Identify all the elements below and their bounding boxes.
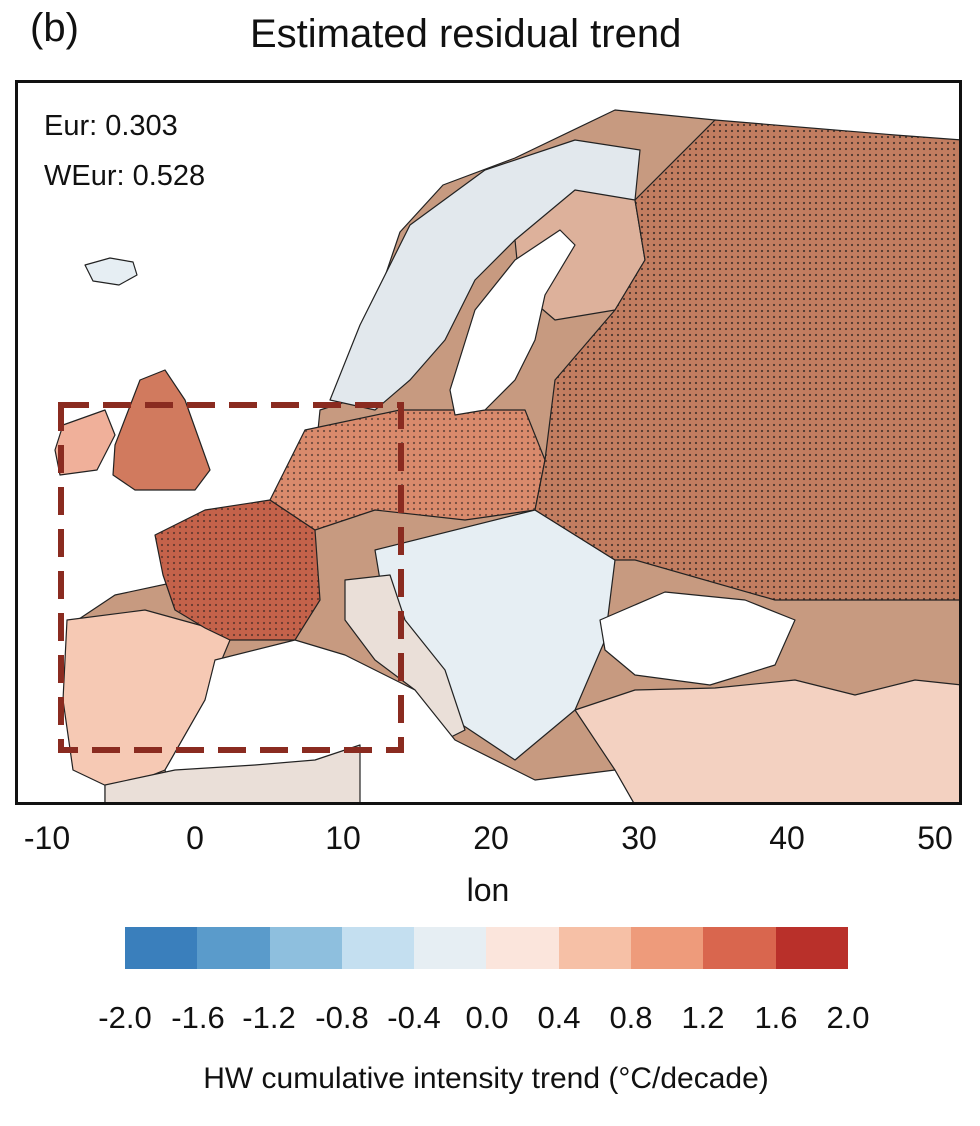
colorbar-tick: -1.6	[171, 1000, 225, 1035]
panel-label: (b)	[30, 6, 79, 50]
colorbar-swatch-1	[197, 927, 270, 969]
x-tick-10: 10	[325, 820, 361, 856]
colorbar-swatch-8	[703, 927, 776, 969]
stippling-east	[535, 120, 962, 600]
colorbar-tick: -1.2	[242, 1000, 296, 1035]
x-tick-0: 0	[186, 820, 204, 856]
sea-baltic	[449, 229, 576, 416]
map-frame	[15, 80, 962, 805]
colorbar-tick: 0.8	[609, 1000, 653, 1035]
colorbar-tick: 2.0	[826, 1000, 870, 1035]
x-tick-50: 50	[917, 820, 953, 856]
stippling-west	[155, 410, 545, 640]
western-europe-box	[58, 402, 404, 753]
land-great-britain	[112, 369, 211, 491]
colorbar-swatch-2	[269, 927, 342, 969]
x-tick-20: 20	[473, 820, 509, 856]
colorbar-tick: -0.8	[315, 1000, 369, 1035]
x-tick-40: 40	[769, 820, 805, 856]
colorbar	[125, 927, 848, 969]
colorbar-swatch-6	[558, 927, 632, 969]
sea-black	[599, 591, 796, 686]
colorbar-tick: 0.0	[465, 1000, 509, 1035]
colorbar-label: HW cumulative intensity trend (°C/decade…	[203, 1062, 769, 1095]
colorbar-swatch-7	[631, 927, 704, 969]
colorbar-tick: -2.0	[98, 1000, 152, 1035]
land-italy	[344, 574, 466, 741]
colorbar-swatch-9	[775, 927, 848, 969]
map-title: Estimated residual trend	[250, 12, 682, 56]
land-iceland	[84, 257, 138, 286]
land-north-africa	[104, 744, 361, 805]
x-tick-minus10: -10	[23, 820, 71, 856]
colorbar-tick: 1.2	[681, 1000, 725, 1035]
colorbar-tick: -0.4	[387, 1000, 441, 1035]
colorbar-swatch-3	[341, 927, 415, 969]
x-tick-30: 30	[621, 820, 657, 856]
colorbar-swatch-4	[414, 927, 487, 969]
colorbar-tick: 1.6	[754, 1000, 798, 1035]
x-axis-label: lon	[466, 872, 510, 908]
land-ireland	[54, 409, 116, 476]
map-border	[15, 80, 962, 805]
colorbar-swatch-0	[125, 927, 198, 969]
colorbar-swatch-5	[486, 927, 559, 969]
colorbar-tick: 0.4	[537, 1000, 581, 1035]
annotation-eur: Eur: 0.303	[44, 110, 178, 142]
land-anatolia	[574, 679, 962, 805]
annotation-weur: WEur: 0.528	[44, 160, 206, 192]
